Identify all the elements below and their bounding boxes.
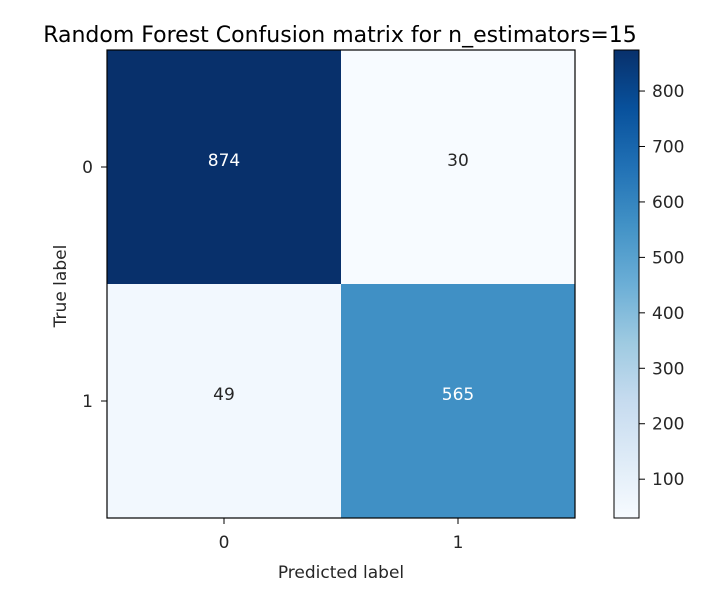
heatmap-cell-0-0 [107, 50, 341, 284]
colorbar-tick-label: 800 [652, 82, 684, 102]
colorbar-tick-label: 500 [652, 248, 684, 268]
colorbar-tick-label: 400 [652, 304, 684, 324]
plot-frame [106, 49, 576, 519]
colorbar-tick-label: 200 [652, 415, 684, 435]
cell-value-label: 49 [213, 385, 235, 405]
colorbar [613, 49, 640, 519]
colorbar-ticks: 100 200 300 400 500 600 700 800 [639, 82, 684, 490]
colorbar-tick-label: 600 [652, 193, 684, 213]
colorbar-tick-label: 700 [652, 137, 684, 157]
cell-value-label: 565 [442, 385, 474, 405]
y-tick-label: 0 [82, 158, 93, 178]
heatmap-cell-0-1 [341, 50, 575, 284]
cell-value-label: 874 [208, 151, 240, 171]
heatmap-cell-1-0 [107, 284, 341, 518]
y-axis-label: True label [51, 245, 71, 329]
y-tick-label: 1 [82, 392, 93, 412]
heatmap-cells [107, 50, 575, 518]
colorbar-tick-label: 300 [652, 359, 684, 379]
y-axis-ticks: 01 [82, 158, 107, 412]
x-axis-label: Predicted label [278, 563, 404, 583]
x-tick-label: 0 [219, 533, 230, 553]
heatmap-cell-1-1 [341, 284, 575, 518]
x-tick-label: 1 [453, 533, 464, 553]
heatmap-cell-labels: 874 30 49 565 [208, 151, 474, 405]
chart-title: Random Forest Confusion matrix for n_est… [43, 23, 637, 48]
cell-value-label: 30 [447, 151, 469, 171]
colorbar-tick-label: 100 [652, 470, 684, 490]
